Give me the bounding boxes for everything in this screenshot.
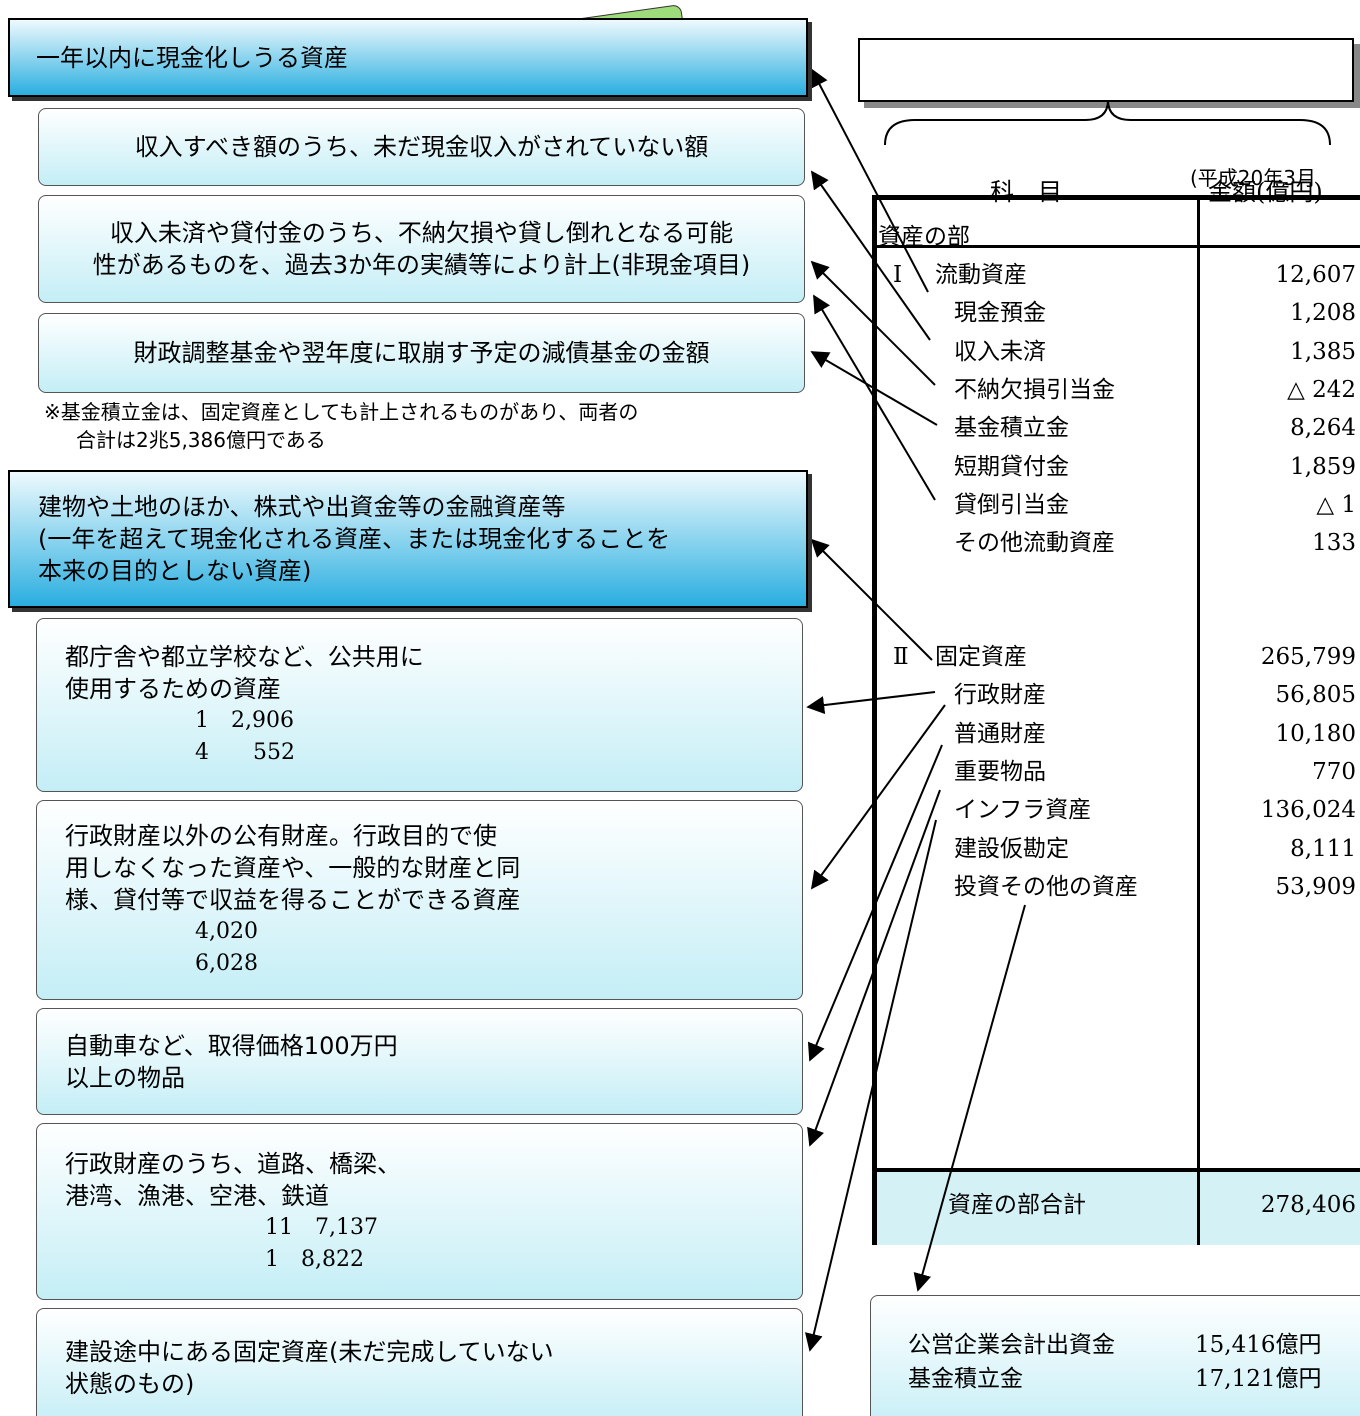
note-line: 建設途中にある固定資産(未だ完成していない [65, 1338, 554, 1366]
amount: 8,111 [1290, 835, 1356, 862]
amount: 265,799 [1260, 644, 1356, 670]
investment-name: 基金積立金 [908, 1366, 1023, 1392]
note-box: 行政財産のうち、道路、橋梁、 港湾、漁港、空港、鉄道 11 7,137 1 8,822 [36, 1123, 803, 1300]
amount: 8,264 [1290, 415, 1356, 442]
note-box: 収入未済や貸付金のうち、不納欠損や貸し倒れとなる可能 性があるものを、過去3か年の… [38, 195, 805, 303]
item-name: 現金預金 [954, 300, 1046, 327]
note-box: 自動車など、取得価格100万円 以上の物品 [36, 1008, 803, 1115]
amount: 1,385 [1290, 338, 1356, 365]
item-name: その他流動資産 [954, 530, 1115, 557]
note-line: 様、貸付等で収益を得ることができる資産 [65, 886, 521, 914]
item-name: 短期貸付金 [954, 453, 1069, 480]
amount: 10,180 [1275, 720, 1356, 747]
figure: 6,028 [195, 951, 258, 976]
note-box: 行政財産以外の公有財産。行政目的で使 用しなくなった資産や、一般的な財産と同 様、貸… [36, 800, 803, 1000]
item-name: 収入未済 [954, 338, 1046, 365]
item-name: 不納欠損引当金 [954, 376, 1115, 403]
note-line: 使用するための資産 [65, 675, 281, 703]
section-header: 建物や土地のほか、株式や出資金等の金融資産等 (一年を超えて現金化される資産、また… [8, 470, 808, 608]
header-line: (一年を超えて現金化される資産、または現金化することを [38, 525, 671, 553]
figure: 1 8,822 [265, 1246, 364, 1272]
note-line: 行政財産のうち、道路、橋梁、 [65, 1149, 401, 1178]
item-name: 重要物品 [954, 758, 1046, 785]
col-header: 科 目 [990, 178, 1062, 206]
fund-note: ※基金積立金は、固定資産としても計上されるものがあり、両者の合計は2兆5,386… [44, 398, 638, 454]
amount: △ 1 [1316, 491, 1356, 518]
note-line: 行政財産以外の公有財産。行政目的で使 [65, 822, 497, 850]
note-line: 収入すべき額のうち、未だ現金収入がされていない額 [134, 133, 709, 161]
note-line: 合計は2兆5,386億円である [76, 428, 326, 452]
investment-box [870, 1295, 1360, 1416]
note-line: 状態のもの) [65, 1370, 195, 1398]
numeral: Ⅱ [893, 644, 909, 670]
figure: 1 2,906 [195, 708, 294, 733]
note-line: 収入未済や貸付金のうち、不納欠損や貸し倒れとなる可能 [109, 219, 734, 247]
item-name: 基金積立金 [954, 415, 1069, 442]
note-line: 自動車など、取得価格100万円 [65, 1031, 398, 1060]
item-name: 建設仮勘定 [954, 835, 1069, 862]
note-box: 都庁舎や都立学校など、公共用に 使用するための資産 1 2,906 4 552 [36, 618, 803, 792]
item-name: 行政財産 [954, 682, 1046, 709]
amount: 1,208 [1290, 300, 1356, 327]
item-name: 普通財産 [954, 720, 1046, 747]
figure: 11 7,137 [265, 1214, 378, 1240]
section-header: 一年以内に現金化しうる資産 [8, 18, 808, 97]
note-line: 用しなくなった資産や、一般的な財産と同 [65, 854, 521, 882]
item-name: 投資その他の資産 [954, 873, 1138, 900]
numeral: Ⅰ [893, 262, 903, 288]
header-line: 建物や土地のほか、株式や出資金等の金融資産等 [38, 493, 566, 521]
note-box: 収入すべき額のうち、未だ現金収入がされていない額 [38, 108, 805, 186]
section-title: 資産の部 [878, 224, 970, 250]
note-line: 都庁舎や都立学校など、公共用に [65, 643, 424, 671]
column-rule [1197, 1168, 1200, 1245]
header-text: 一年以内に現金化しうる資産 [36, 43, 348, 72]
group-name: 固定資産 [935, 644, 1027, 670]
investment-name: 公営企業会計出資金 [908, 1332, 1115, 1358]
brace [884, 99, 1331, 146]
note-line: 財政調整基金や翌年度に取崩す予定の減債基金の金額 [133, 339, 710, 367]
header-line: 本来の目的としない資産) [38, 557, 312, 585]
item-name: インフラ資産 [954, 797, 1092, 824]
note-line: 以上の物品 [65, 1063, 185, 1092]
amount: 136,024 [1260, 797, 1356, 824]
note-line: 性があるものを、過去3か年の実績等により計上(非現金項目) [92, 251, 751, 279]
amount: 53,909 [1275, 873, 1356, 900]
empty-title-box [858, 38, 1354, 102]
investment-amount: 15,416億円 [1195, 1332, 1322, 1358]
note-line: 港湾、漁港、空港、鉄道 [65, 1181, 329, 1210]
amount: △ 242 [1287, 376, 1356, 403]
group-name: 流動資産 [935, 262, 1027, 288]
amount: 133 [1312, 530, 1356, 557]
amount: 1,859 [1290, 453, 1356, 480]
amount: 56,805 [1275, 682, 1356, 709]
date-note: (平成20年3月 [1190, 166, 1316, 190]
column-rule [1197, 200, 1200, 1240]
amount: 278,406 [1260, 1192, 1356, 1218]
figure: 4,020 [195, 919, 258, 944]
note-box: 建設途中にある固定資産(未だ完成していない 状態のもの) [36, 1308, 803, 1416]
note-box: 財政調整基金や翌年度に取崩す予定の減債基金の金額 [38, 313, 805, 393]
figure: 4 552 [195, 740, 295, 765]
note-line: ※基金積立金は、固定資産としても計上されるものがあり、両者の [44, 400, 639, 424]
item-name: 貸倒引当金 [954, 491, 1069, 518]
col-header: 金額(億円) [1208, 178, 1323, 206]
amount: 770 [1312, 758, 1356, 785]
investment-amount: 17,121億円 [1195, 1366, 1322, 1392]
header-rule [877, 245, 1360, 248]
amount: 12,607 [1275, 262, 1356, 288]
total-label: 資産の部合計 [948, 1192, 1086, 1218]
